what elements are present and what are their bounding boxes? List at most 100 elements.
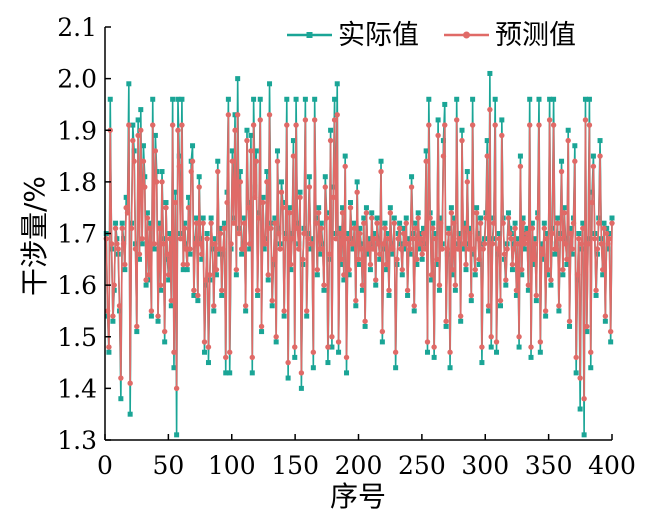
data-point-predicted [135, 132, 141, 139]
data-point-predicted [516, 334, 522, 340]
data-point-predicted [497, 297, 504, 304]
data-point-actual [463, 267, 469, 273]
data-point-predicted [250, 122, 257, 128]
data-point-actual [537, 349, 543, 355]
data-point-predicted [118, 375, 124, 381]
data-point-actual [541, 220, 547, 226]
data-point-actual [247, 246, 253, 252]
data-point-predicted [371, 235, 378, 242]
data-point-predicted [358, 246, 364, 252]
data-point-predicted [384, 235, 391, 242]
data-point-predicted [538, 246, 545, 252]
data-point-predicted [469, 122, 476, 128]
data-point-predicted [558, 168, 565, 175]
data-point-actual [494, 349, 500, 355]
data-point-predicted [111, 282, 117, 288]
data-point-actual [452, 287, 458, 293]
data-point-actual [540, 256, 546, 262]
data-point-predicted [407, 246, 413, 252]
data-point-actual [517, 153, 523, 159]
data-point-actual [525, 287, 531, 293]
data-point-predicted [557, 235, 563, 242]
data-point-predicted [576, 235, 582, 242]
data-point-predicted [136, 251, 143, 257]
data-point-predicted [550, 122, 557, 128]
data-point-predicted [244, 137, 250, 144]
data-point-predicted [418, 235, 424, 242]
legend-marker-actual [306, 32, 313, 38]
data-point-actual [243, 308, 249, 314]
data-point-predicted [301, 230, 307, 237]
data-point-predicted [134, 323, 140, 330]
data-point-actual [259, 329, 265, 335]
data-point-actual [353, 303, 359, 309]
data-point-predicted [428, 272, 435, 278]
data-point-actual [135, 117, 141, 123]
data-point-predicted [508, 235, 514, 242]
data-point-actual [251, 96, 257, 102]
data-point-predicted [246, 241, 253, 247]
data-point-predicted [362, 318, 368, 324]
data-point-predicted [347, 204, 354, 211]
data-point-predicted [511, 246, 517, 252]
data-point-predicted [465, 246, 472, 252]
data-point-actual [261, 246, 267, 252]
data-point-predicted [353, 297, 359, 304]
data-point-predicted [179, 122, 185, 128]
data-point-actual [221, 220, 227, 226]
data-point-predicted [390, 246, 396, 252]
data-point-actual [536, 96, 542, 102]
data-point-predicted [285, 359, 291, 366]
data-point-actual [564, 261, 570, 267]
data-point-predicted [172, 199, 178, 206]
data-point-predicted [338, 256, 344, 263]
data-point-predicted [399, 266, 405, 273]
data-point-predicted [361, 220, 367, 226]
data-point-predicted [213, 266, 220, 273]
data-point-actual [401, 225, 407, 231]
data-point-predicted [278, 189, 285, 195]
data-point-predicted [140, 158, 147, 164]
data-point-actual [391, 215, 397, 221]
data-point-predicted [183, 246, 189, 252]
data-point-predicted [533, 292, 540, 299]
data-point-actual [328, 127, 334, 133]
data-point-predicted [434, 256, 440, 263]
data-point-predicted [382, 225, 388, 232]
data-point-predicted [530, 256, 537, 263]
data-point-predicted [411, 303, 417, 309]
data-point-predicted [439, 246, 445, 252]
data-point-actual [348, 200, 354, 206]
data-point-actual [227, 370, 233, 376]
y-tick-label: 1.6 [57, 271, 97, 300]
data-point-actual [411, 308, 417, 314]
data-point-actual [378, 158, 384, 164]
data-point-actual [162, 339, 168, 345]
y-axis-title: 干涉量/% [18, 176, 51, 296]
data-point-actual [325, 360, 331, 366]
data-point-predicted [496, 235, 502, 242]
data-point-predicted [532, 241, 538, 247]
data-point-predicted [500, 220, 506, 226]
data-point-actual [244, 127, 250, 133]
data-point-predicted [240, 246, 246, 252]
data-point-predicted [387, 210, 394, 216]
data-point-predicted [406, 241, 412, 247]
data-point-predicted [566, 318, 573, 324]
data-point-actual [568, 225, 574, 231]
data-point-predicted [578, 241, 585, 247]
x-axis-title: 序号 [330, 480, 386, 513]
data-point-actual [588, 365, 594, 371]
data-point-actual [286, 205, 292, 211]
data-point-predicted [215, 168, 221, 175]
data-point-actual [450, 272, 456, 278]
data-point-predicted [115, 246, 121, 252]
data-point-actual [298, 385, 304, 391]
data-point-actual [264, 169, 270, 175]
data-point-actual [354, 179, 360, 185]
data-point-predicted [236, 230, 242, 237]
data-point-actual [284, 96, 290, 102]
data-point-predicted [159, 179, 165, 185]
data-point-predicted [288, 261, 294, 268]
data-point-actual [123, 194, 129, 200]
